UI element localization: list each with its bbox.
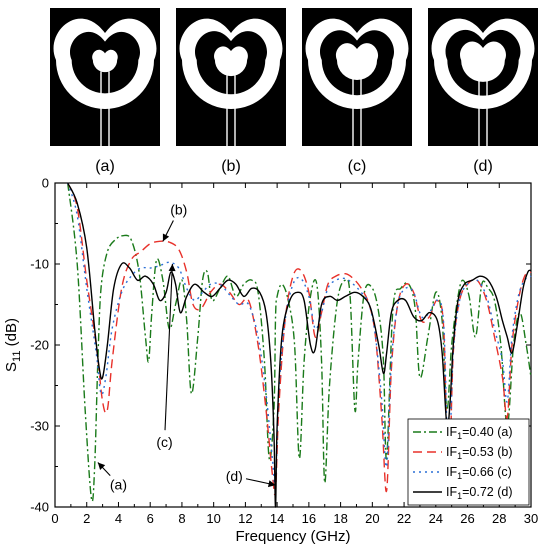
annotations: (b) (c) (a) (d) [97, 202, 276, 492]
annotation-arrowhead [168, 264, 176, 272]
panel-caption: (c) [348, 158, 367, 175]
panel-caption: (a) [95, 158, 115, 175]
x-tick-label: 18 [333, 511, 347, 526]
legend-label: IF1=0.66 (c) [446, 465, 512, 481]
antenna-panel [50, 8, 160, 146]
y-tick-label: -40 [30, 500, 49, 515]
x-tick-label: 28 [492, 511, 506, 526]
x-tick-label: 14 [270, 511, 284, 526]
annotation-arrowhead [97, 462, 106, 470]
x-tick-label: 22 [397, 511, 411, 526]
annotation-label: (c) [156, 434, 172, 450]
x-axis-title: Frequency (GHz) [235, 528, 350, 545]
legend: IF1=0.40 (a) IF1=0.53 (b) IF1=0.66 (c) IF1=… [407, 418, 530, 506]
x-tick-label: 0 [51, 511, 58, 526]
axis-ticks: 0 2 4 6 8 10 12 14 16 18 20 22 24 26 28 300-10-20-30-40 [30, 176, 538, 527]
inner-heart-patch [335, 43, 379, 81]
y-axis-title: S11 (dB) [3, 318, 23, 372]
legend-label: IF1=0.72 (d) [446, 485, 513, 501]
x-tick-label: 24 [429, 511, 443, 526]
legend-label: IF1=0.40 (a) [446, 425, 513, 441]
annotation-label: (d) [226, 468, 243, 484]
x-tick-label: 2 [83, 511, 90, 526]
s11-chart: 0 2 4 6 8 10 12 14 16 18 20 22 24 26 28 300-10-20-30-40… [3, 176, 538, 546]
x-tick-label: 10 [206, 511, 220, 526]
x-tick-label: 30 [524, 511, 538, 526]
legend-label: IF1=0.53 (b) [446, 445, 513, 461]
annotation-arrow [164, 263, 173, 431]
inner-heart-patch [92, 49, 118, 73]
inner-heart-patch [460, 41, 506, 82]
series-line [66, 182, 532, 502]
series-lines [66, 182, 532, 508]
annotation-arrowhead [267, 480, 276, 488]
antenna-panel [428, 8, 538, 146]
antenna-panel [176, 8, 286, 146]
antenna-panel [302, 8, 412, 146]
x-tick-label: 20 [365, 511, 379, 526]
inner-heart-patch [214, 46, 248, 77]
y-tick-label: -30 [30, 419, 49, 434]
x-tick-label: 12 [238, 511, 252, 526]
y-tick-label: -10 [30, 257, 49, 272]
x-tick-label: 8 [178, 511, 185, 526]
x-tick-label: 16 [302, 511, 316, 526]
legend-box [407, 418, 530, 506]
series-line [67, 182, 532, 508]
x-tick-label: 4 [115, 511, 122, 526]
panel-caption: (d) [473, 158, 493, 175]
y-tick-label: 0 [42, 176, 49, 191]
panel-caption: (b) [221, 158, 241, 175]
x-tick-label: 26 [460, 511, 474, 526]
annotation-label: (a) [110, 476, 127, 492]
antenna-panels: (a) (b) (c) (d) [50, 8, 538, 175]
x-tick-label: 6 [147, 511, 154, 526]
annotation-label: (b) [170, 202, 187, 218]
y-tick-label: -20 [30, 338, 49, 353]
annotation-arrowhead [162, 233, 170, 242]
